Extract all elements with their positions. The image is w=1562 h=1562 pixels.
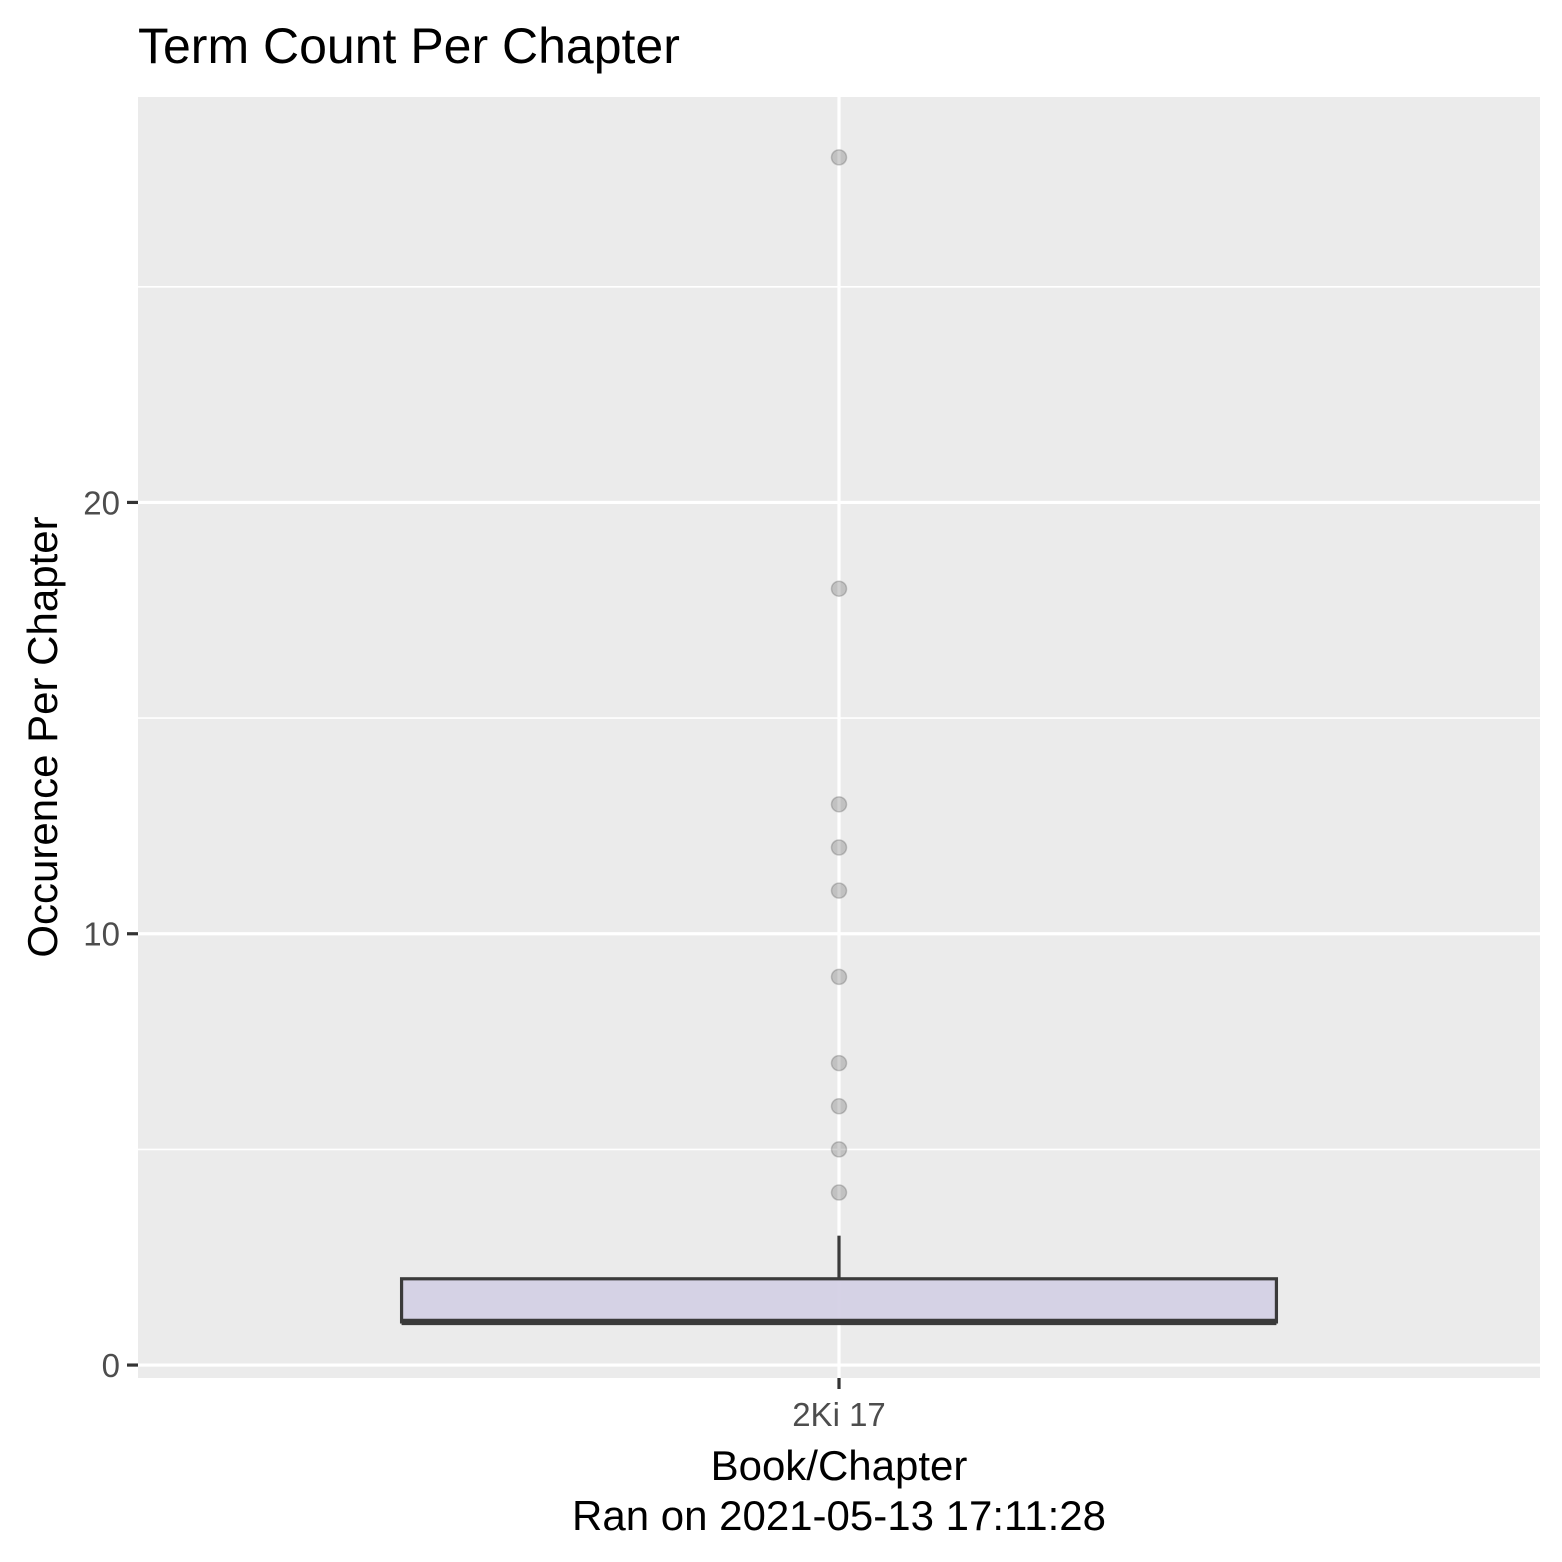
outlier-point: [830, 1098, 848, 1115]
x-axis: 2Ki 17: [792, 1378, 886, 1433]
box-layer: [399, 1235, 1279, 1326]
grid-lines: [138, 97, 1540, 1378]
box-body: [399, 1277, 1279, 1324]
y-axis: 0 10 20: [83, 484, 138, 1384]
outlier-points: [830, 149, 848, 1201]
x-axis-subtitle: Ran on 2021-05-13 17:11:28: [572, 1492, 1106, 1539]
outlier-point: [830, 1184, 848, 1201]
outlier-point: [830, 882, 848, 899]
outlier-point: [830, 580, 848, 597]
outlier-point: [830, 1141, 848, 1158]
y-tick-label: 20: [83, 484, 120, 521]
y-tick-label: 0: [102, 1347, 120, 1384]
y-tick-label: 10: [83, 916, 120, 953]
x-tick-label: 2Ki 17: [792, 1396, 886, 1433]
outlier-point: [830, 796, 848, 813]
outlier-point: [830, 149, 848, 166]
outlier-point: [830, 968, 848, 986]
chart-title: Term Count Per Chapter: [138, 18, 680, 74]
outlier-point: [830, 839, 848, 856]
y-axis-title: Occurence Per Chapter: [19, 516, 66, 957]
x-axis-title: Book/Chapter: [711, 1442, 968, 1489]
outlier-point: [830, 1054, 848, 1072]
